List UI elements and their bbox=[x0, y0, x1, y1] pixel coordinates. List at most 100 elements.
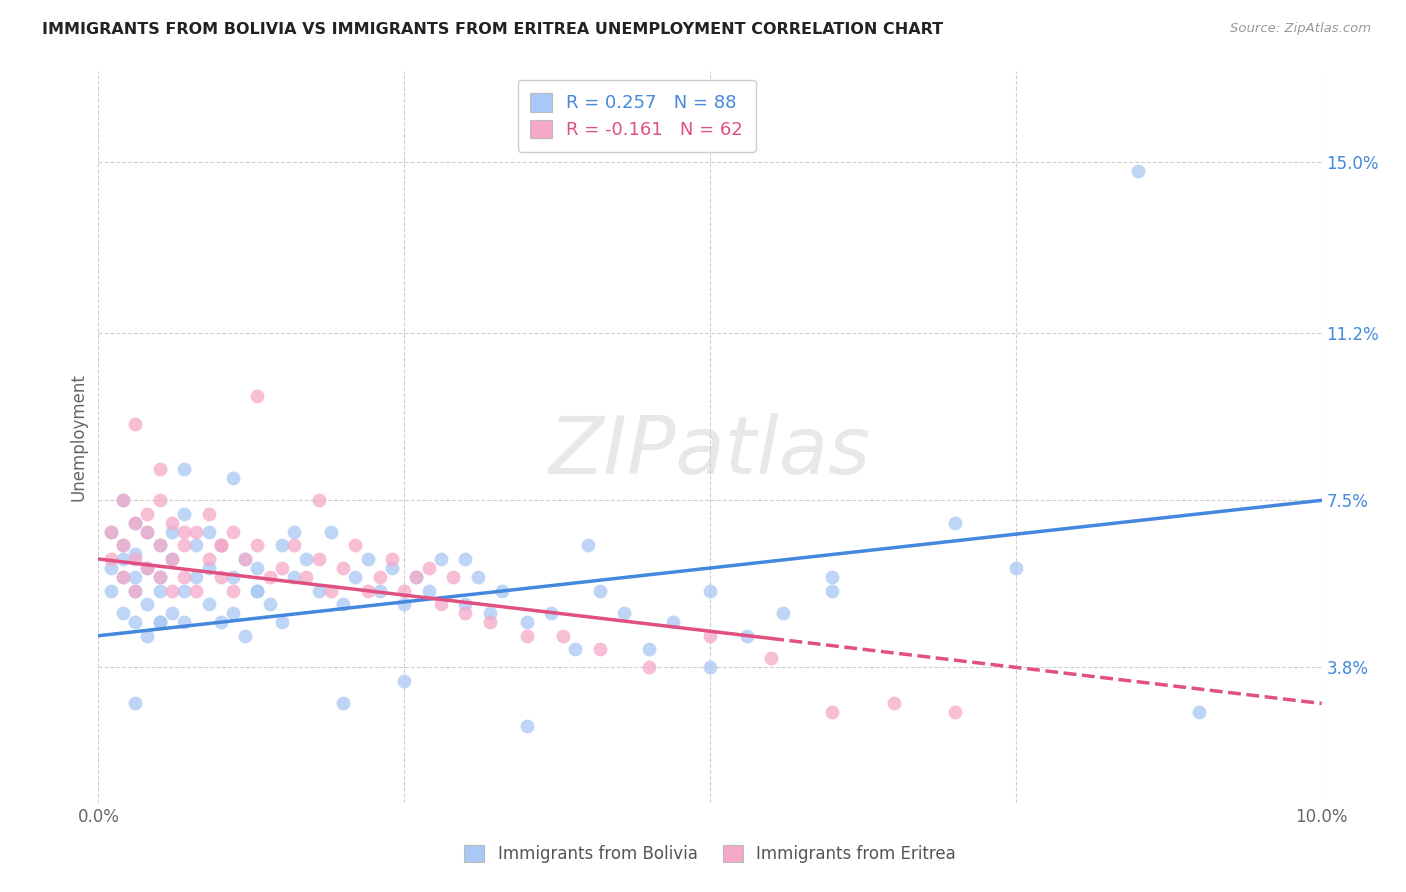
Point bbox=[821, 583, 844, 598]
Point bbox=[160, 552, 183, 566]
Point bbox=[124, 552, 146, 566]
Point bbox=[564, 642, 586, 657]
Point bbox=[589, 583, 612, 598]
Point bbox=[111, 538, 134, 552]
Point bbox=[308, 552, 330, 566]
Point bbox=[270, 615, 292, 630]
Point bbox=[160, 552, 183, 566]
Point bbox=[491, 583, 513, 598]
Point bbox=[222, 471, 245, 485]
Point bbox=[100, 583, 122, 598]
Point bbox=[197, 524, 219, 539]
Point bbox=[259, 597, 281, 611]
Point bbox=[319, 583, 342, 598]
Point bbox=[540, 606, 562, 620]
Point bbox=[149, 493, 172, 508]
Point bbox=[124, 570, 146, 584]
Point bbox=[209, 538, 232, 552]
Point bbox=[883, 697, 905, 711]
Point bbox=[295, 552, 318, 566]
Point bbox=[233, 629, 256, 643]
Point bbox=[149, 615, 172, 630]
Point bbox=[100, 524, 122, 539]
Point bbox=[124, 583, 146, 598]
Point bbox=[283, 524, 305, 539]
Point bbox=[246, 583, 269, 598]
Point bbox=[111, 538, 134, 552]
Point bbox=[209, 538, 232, 552]
Point bbox=[589, 642, 612, 657]
Point bbox=[270, 561, 292, 575]
Point bbox=[149, 570, 172, 584]
Point bbox=[1004, 561, 1026, 575]
Point bbox=[136, 629, 159, 643]
Point bbox=[246, 389, 269, 403]
Point bbox=[209, 570, 232, 584]
Point bbox=[699, 583, 721, 598]
Point bbox=[381, 552, 404, 566]
Point bbox=[332, 561, 354, 575]
Point bbox=[136, 597, 159, 611]
Point bbox=[319, 524, 342, 539]
Point bbox=[356, 552, 378, 566]
Point bbox=[222, 606, 245, 620]
Point bbox=[111, 552, 134, 566]
Point bbox=[1188, 706, 1211, 720]
Point bbox=[772, 606, 794, 620]
Text: ZIPatlas: ZIPatlas bbox=[548, 413, 872, 491]
Point bbox=[100, 561, 122, 575]
Point bbox=[136, 507, 159, 521]
Point bbox=[111, 493, 134, 508]
Point bbox=[735, 629, 758, 643]
Point bbox=[173, 583, 195, 598]
Point bbox=[392, 673, 416, 688]
Point bbox=[613, 606, 636, 620]
Point bbox=[149, 615, 172, 630]
Point bbox=[124, 697, 146, 711]
Point bbox=[222, 524, 245, 539]
Point bbox=[136, 561, 159, 575]
Point bbox=[392, 583, 416, 598]
Text: IMMIGRANTS FROM BOLIVIA VS IMMIGRANTS FROM ERITREA UNEMPLOYMENT CORRELATION CHAR: IMMIGRANTS FROM BOLIVIA VS IMMIGRANTS FR… bbox=[42, 22, 943, 37]
Point bbox=[418, 583, 440, 598]
Point bbox=[197, 597, 219, 611]
Point bbox=[418, 561, 440, 575]
Point bbox=[209, 615, 232, 630]
Point bbox=[100, 552, 122, 566]
Point bbox=[430, 597, 453, 611]
Point bbox=[136, 561, 159, 575]
Point bbox=[699, 660, 721, 674]
Point bbox=[283, 570, 305, 584]
Point bbox=[759, 651, 782, 665]
Point bbox=[124, 516, 146, 530]
Point bbox=[124, 583, 146, 598]
Point bbox=[149, 538, 172, 552]
Point bbox=[160, 583, 183, 598]
Point bbox=[478, 606, 501, 620]
Point bbox=[197, 507, 219, 521]
Point bbox=[454, 597, 477, 611]
Point bbox=[943, 706, 966, 720]
Point bbox=[454, 552, 477, 566]
Point bbox=[283, 538, 305, 552]
Point bbox=[516, 629, 538, 643]
Point bbox=[222, 583, 245, 598]
Point bbox=[124, 417, 146, 431]
Point bbox=[124, 516, 146, 530]
Point bbox=[405, 570, 427, 584]
Point bbox=[344, 570, 367, 584]
Point bbox=[197, 561, 219, 575]
Point bbox=[160, 516, 183, 530]
Y-axis label: Unemployment: Unemployment bbox=[69, 373, 87, 501]
Point bbox=[516, 615, 538, 630]
Point bbox=[308, 493, 330, 508]
Point bbox=[943, 516, 966, 530]
Point bbox=[160, 606, 183, 620]
Point bbox=[821, 706, 844, 720]
Point bbox=[368, 570, 391, 584]
Point bbox=[111, 606, 134, 620]
Point bbox=[467, 570, 489, 584]
Point bbox=[553, 629, 575, 643]
Point bbox=[111, 570, 134, 584]
Point bbox=[197, 552, 219, 566]
